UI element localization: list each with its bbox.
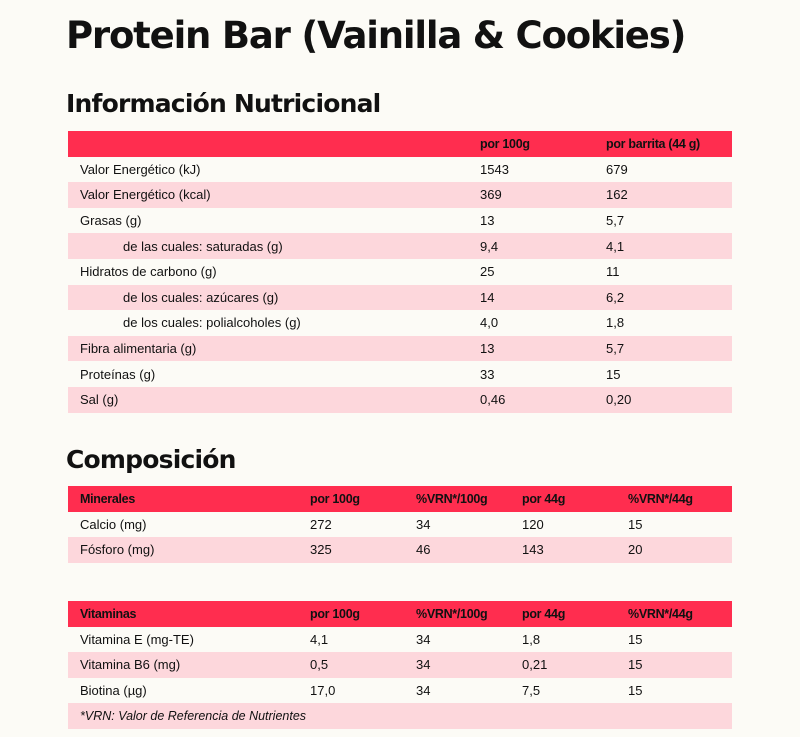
table-cell: 0,5 [310,657,329,673]
nutrient-label: de los cuales: azúcares (g) [123,289,279,305]
table-row: Proteínas (g) 33 15 [68,361,732,387]
value-per-bar: 15 [606,366,621,382]
vitamin-label: Vitamina B6 (mg) [80,657,181,673]
nutrient-label: Grasas (g) [80,213,142,229]
column-header: %VRN*/44g [628,491,693,506]
vitamin-label: Biotina (µg) [80,682,147,698]
table-header-row: Vitaminas por 100g %VRN*/100g por 44g %V… [68,601,732,627]
table-cell: 0,21 [522,657,548,673]
mineral-label: Fósforo (mg) [80,542,155,558]
table-row: Valor Energético (kcal) 369 162 [68,182,732,208]
nutrition-heading: Información Nutricional [66,89,381,118]
table-cell: 20 [628,542,643,558]
table-row: de los cuales: polialcoholes (g) 4,0 1,8 [68,310,732,336]
table-row: de las cuales: saturadas (g) 9,4 4,1 [68,233,732,259]
table-row: Vitamina E (mg-TE) 4,1 34 1,8 15 [68,626,732,652]
table-cell: 34 [416,682,431,698]
column-header: por 100g [310,491,360,506]
column-header: %VRN*/100g [416,491,488,506]
column-header: por 100g [310,606,360,621]
table-row: Sal (g) 0,46 0,20 [68,386,732,413]
value-per-100g: 4,0 [480,315,499,331]
table-row: Valor Energético (kJ) 1543 679 [68,156,732,183]
table-cell: 143 [522,542,544,558]
table-row: Vitamina B6 (mg) 0,5 34 0,21 15 [68,652,732,678]
nutrient-label: Sal (g) [80,392,119,408]
table-cell: 34 [416,657,431,673]
value-per-100g: 369 [480,187,502,203]
nutrient-label: de los cuales: polialcoholes (g) [123,315,301,331]
table-row: Fibra alimentaria (g) 13 5,7 [68,335,732,362]
value-per-100g: 33 [480,366,495,382]
column-header: por 100g [480,136,530,151]
nutrient-label: Proteínas (g) [80,366,156,382]
value-per-100g: 13 [480,341,495,357]
table-row: Grasas (g) 13 5,7 [68,207,732,234]
composition-heading: Composición [66,445,236,474]
nutrient-label: Valor Energético (kcal) [80,187,211,203]
column-header: por barrita (44 g) [606,136,700,151]
column-header: %VRN*/100g [416,606,488,621]
table-row: de los cuales: azúcares (g) 14 6,2 [68,284,732,311]
table-cell: 325 [310,542,332,558]
value-per-100g: 0,46 [480,392,506,408]
table-cell: 4,1 [310,631,329,647]
table-row: Calcio (mg) 272 34 120 15 [68,511,732,537]
table-header-row: por 100g por barrita (44 g) [68,131,732,157]
value-per-bar: 5,7 [606,341,625,357]
table-row: Hidratos de carbono (g) 25 11 [68,258,732,285]
nutrient-label: Valor Energético (kJ) [80,161,201,177]
column-header: Minerales [80,491,135,506]
value-per-bar: 0,20 [606,392,632,408]
footnote: *VRN: Valor de Referencia de Nutrientes [80,708,307,723]
vitamins-table: Vitaminas por 100g %VRN*/100g por 44g %V… [68,601,732,729]
table-row: Biotina (µg) 17,0 34 7,5 15 [68,677,732,703]
table-cell: 34 [416,516,431,532]
table-cell: 1,8 [522,631,541,647]
value-per-bar: 679 [606,161,628,177]
table-cell: 15 [628,657,643,673]
nutrient-label: de las cuales: saturadas (g) [123,238,283,254]
table-cell: 272 [310,516,332,532]
footnote-row: *VRN: Valor de Referencia de Nutrientes [68,703,732,729]
value-per-100g: 25 [480,264,495,280]
value-per-100g: 1543 [480,161,509,177]
table-header-row: Minerales por 100g %VRN*/100g por 44g %V… [68,486,732,512]
mineral-label: Calcio (mg) [80,516,147,532]
value-per-100g: 9,4 [480,238,499,254]
table-cell: 15 [628,682,643,698]
column-header [68,131,468,157]
value-per-100g: 13 [480,213,495,229]
value-per-bar: 4,1 [606,238,625,254]
table-row: Fósforo (mg) 325 46 143 20 [68,537,732,563]
page-title: Protein Bar (Vainilla & Cookies) [66,14,686,57]
value-per-bar: 11 [606,264,620,280]
value-per-bar: 5,7 [606,213,625,229]
nutrient-label: Hidratos de carbono (g) [80,264,217,280]
nutrition-table: por 100g por barrita (44 g) Valor Energé… [68,131,732,413]
nutrient-label: Fibra alimentaria (g) [80,341,197,357]
column-header: %VRN*/44g [628,606,693,621]
minerals-table: Minerales por 100g %VRN*/100g por 44g %V… [68,486,732,563]
table-cell: 15 [628,516,643,532]
column-header: por 44g [522,606,566,621]
table-cell: 15 [628,631,643,647]
table-cell: 7,5 [522,682,541,698]
table-cell: 17,0 [310,682,336,698]
table-cell: 34 [416,631,431,647]
column-header: por 44g [522,491,566,506]
value-per-bar: 6,2 [606,289,625,305]
value-per-bar: 162 [606,187,628,203]
value-per-bar: 1,8 [606,315,625,331]
table-cell: 120 [522,516,544,532]
table-cell: 46 [416,542,431,558]
column-header: Vitaminas [80,606,137,621]
value-per-100g: 14 [480,289,495,305]
vitamin-label: Vitamina E (mg-TE) [80,631,194,647]
